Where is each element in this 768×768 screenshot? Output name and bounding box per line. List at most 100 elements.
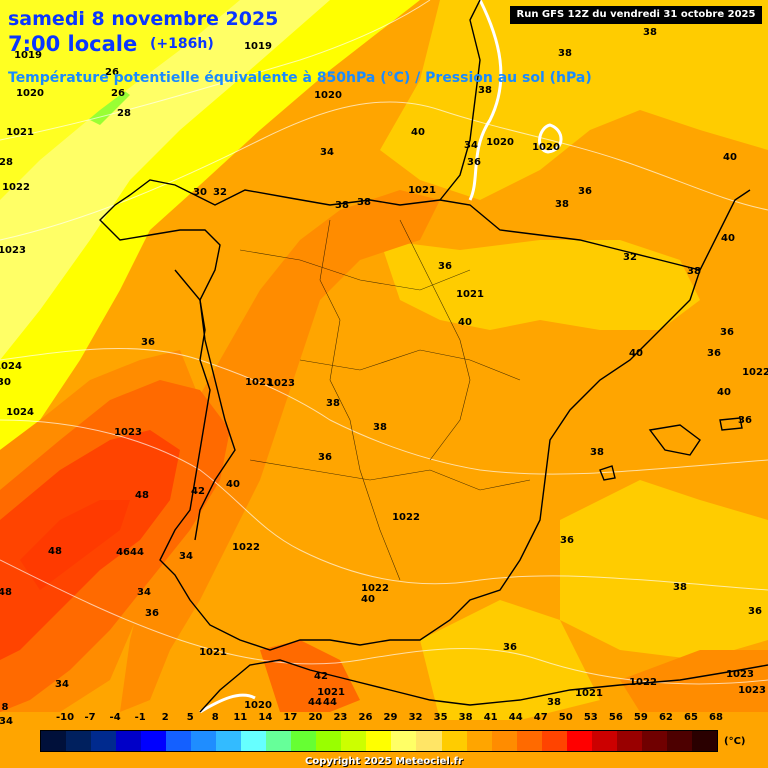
color-scale-swatch [666, 731, 692, 751]
balearic-ibiza [599, 465, 616, 481]
color-scale-tick-label: 29 [383, 712, 398, 723]
color-scale-swatch [141, 731, 167, 751]
map-value-label: 38 [373, 422, 387, 433]
map-value-label: 1021 [6, 127, 34, 138]
map-value-label: 48 [0, 587, 12, 598]
map-value-label: 36 [438, 261, 452, 272]
deep-orange-south [260, 640, 360, 712]
map-value-label: 34 [179, 551, 193, 562]
color-scale-swatch [216, 731, 242, 751]
color-scale-swatch [366, 731, 392, 751]
map-value-label: 48 [48, 546, 62, 557]
map-value-label: 36 [560, 535, 574, 546]
balearic-menorca [719, 417, 743, 431]
color-scale-tick-label: 23 [333, 712, 348, 723]
gold-south [420, 600, 600, 720]
color-scale-tick-label: 56 [608, 712, 623, 723]
map-value-label: 1023 [0, 245, 26, 256]
color-scale-swatch [316, 731, 342, 751]
map-value-label: 40 [629, 348, 643, 359]
color-scale-tick-label: 59 [633, 712, 648, 723]
color-scale-tick-label: 35 [433, 712, 448, 723]
color-scale-swatch [391, 731, 417, 751]
map-value-label: 40 [721, 233, 735, 244]
color-scale-swatch [566, 731, 592, 751]
map-value-label: 1024 [0, 361, 22, 372]
map-value-label: 1022 [742, 367, 768, 378]
map-value-label: 1023 [726, 669, 754, 680]
map-value-label: 1022 [2, 182, 30, 193]
balearic-mallorca [648, 424, 701, 456]
color-scale-swatch [416, 731, 442, 751]
map-value-label: 34 [0, 716, 13, 727]
color-scale-tick-label: 2 [161, 712, 169, 723]
color-scale-tick-label: 38 [458, 712, 473, 723]
map-value-label: 36 [145, 608, 159, 619]
color-scale-swatch [66, 731, 92, 751]
map-value-label: 1020 [314, 90, 342, 101]
color-scale-tick-label: 41 [483, 712, 498, 723]
color-scale-swatch [691, 731, 717, 751]
color-scale-swatch [591, 731, 617, 751]
map-value-label: 44 [323, 697, 337, 708]
map-value-label: 38 [687, 266, 701, 277]
color-scale-tick-label: 5 [186, 712, 194, 723]
color-scale-tick-label: 17 [283, 712, 298, 723]
map-value-label: 28 [117, 108, 131, 119]
color-scale-tick-label: 11 [233, 712, 248, 723]
map-value-label: 26 [111, 88, 125, 99]
color-scale-swatch [341, 731, 367, 751]
color-scale-tick-label: 44 [508, 712, 523, 723]
color-scale-swatch [541, 731, 567, 751]
map-value-label: 36 [707, 348, 721, 359]
color-scale-unit: (°C) [724, 736, 746, 747]
map-value-label: 38 [326, 398, 340, 409]
color-scale-tick-label: 8 [211, 712, 219, 723]
map-value-label: 36 [748, 606, 762, 617]
red-west-inner [20, 500, 130, 590]
map-value-label: 40 [717, 387, 731, 398]
map-value-label: 36 [141, 337, 155, 348]
color-scale-swatch [641, 731, 667, 751]
gold-central [380, 240, 700, 330]
map-value-label: 30 [0, 377, 11, 388]
color-scale-legend: -10 -7 -4 -1 2 5 8 11 14 17 20 23 26 29 32 35 38 41 44 47 50… [40, 712, 745, 768]
map-value-label: 1023 [738, 685, 766, 696]
map-value-label: 1023 [114, 427, 142, 438]
color-scale-tick-label: 14 [258, 712, 273, 723]
map-value-label: 1021 [575, 688, 603, 699]
map-value-label: 4644 [116, 547, 144, 558]
map-value-label: 48 [135, 490, 149, 501]
orange-south-east [620, 650, 768, 712]
map-value-label: 38 [335, 200, 349, 211]
map-value-label: 36 [720, 327, 734, 338]
color-scale-tick-label: -7 [84, 712, 96, 723]
color-scale-tick-label: 53 [583, 712, 598, 723]
map-value-label: 40 [411, 127, 425, 138]
color-scale-swatch [191, 731, 217, 751]
map-value-label: 34 [320, 147, 334, 158]
map-value-label: 1020 [486, 137, 514, 148]
copyright-notice: Copyright 2025 Meteociel.fr [305, 756, 463, 767]
dark-orange-ridge [120, 190, 440, 712]
map-value-label: 36 [578, 186, 592, 197]
map-value-label: 28 [0, 157, 13, 168]
color-scale-tick-label: 47 [533, 712, 548, 723]
color-scale-tick-label: 50 [558, 712, 573, 723]
forecast-date: samedi 8 novembre 2025 [8, 8, 279, 30]
map-value-label: 1021 [408, 185, 436, 196]
color-scale-bar [40, 730, 718, 752]
map-value-label: 30 [193, 187, 207, 198]
color-scale-swatch [616, 731, 642, 751]
color-scale-tick-label: 26 [358, 712, 373, 723]
color-scale-tick-label: 62 [658, 712, 673, 723]
model-run-label: Run GFS 12Z du vendredi 31 octobre 2025 [510, 6, 762, 24]
france-border [439, 0, 481, 201]
map-value-label: 38 [478, 85, 492, 96]
map-value-label: 34 [464, 140, 478, 151]
map-value-label: 36 [467, 157, 481, 168]
map-value-label: 34 [137, 587, 151, 598]
color-scale-tick-label: 68 [709, 712, 723, 723]
